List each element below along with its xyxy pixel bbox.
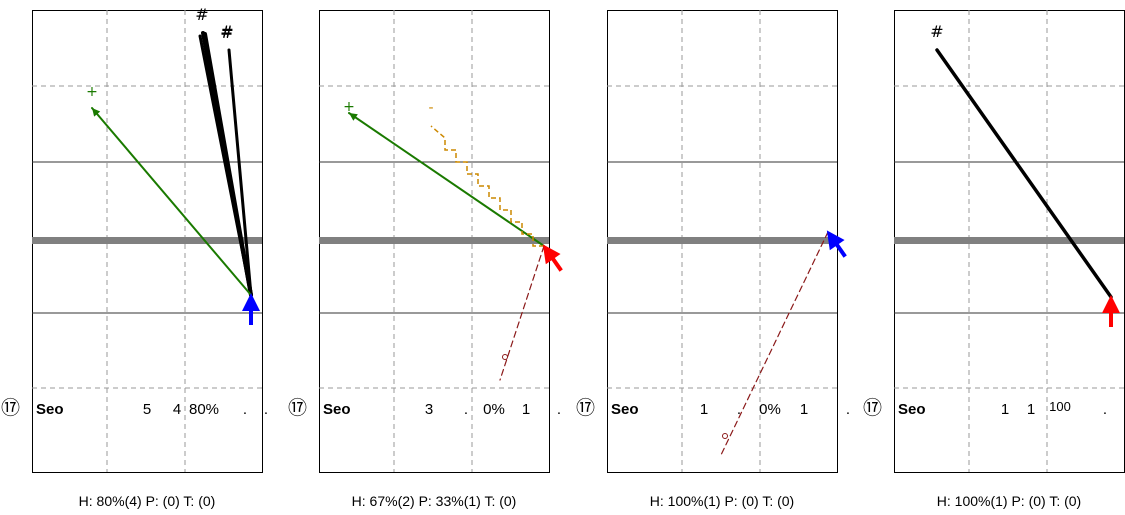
trajectory-marker: # xyxy=(220,22,233,41)
spray-panel-1: ###+⑰ Seo 5 4 80%. .H: 80%(4) P: (0) T: (0) xyxy=(1,5,268,509)
panel-summary: H: 100%(1) P: (0) T: (0) xyxy=(937,493,1081,509)
stat-value: . xyxy=(557,401,561,418)
position-arrow-head xyxy=(242,293,260,311)
stat-value: 0% xyxy=(759,401,781,418)
trajectory-marker: - xyxy=(428,100,433,116)
trajectory-arrowhead xyxy=(92,108,101,117)
reference-band xyxy=(607,237,837,244)
stat-value: . xyxy=(1103,401,1107,418)
trajectory-line-1 xyxy=(720,231,829,456)
trajectory-marker: + xyxy=(343,99,355,115)
reference-band xyxy=(319,237,549,244)
trajectory-arrowhead xyxy=(349,113,358,121)
position-arrow xyxy=(242,293,260,325)
stat-value: 1 xyxy=(522,401,530,418)
position-arrow xyxy=(826,230,847,258)
player-label: Seo xyxy=(898,401,926,418)
player-badge: ⑰ xyxy=(1,397,20,419)
position-arrow xyxy=(1102,295,1120,327)
position-arrow-head xyxy=(1102,295,1120,313)
trajectory-line-1 xyxy=(935,48,1113,299)
trajectory-marker xyxy=(722,433,728,439)
stat-value: 1 xyxy=(700,401,708,418)
trajectory-line-5 xyxy=(91,107,252,296)
stat-value: 0% xyxy=(483,401,505,418)
stat-value: . xyxy=(846,401,850,418)
position-arrow-head xyxy=(826,230,845,251)
trajectory-line-4 xyxy=(227,48,253,297)
trajectory-marker xyxy=(502,354,508,360)
position-arrow-head xyxy=(542,244,561,265)
trajectory-line-2 xyxy=(430,125,544,247)
stat-value: . xyxy=(264,401,268,418)
trajectory-marker: + xyxy=(86,84,98,100)
spray-panel-4: # ⑰ Seo 1 1 100 . H: 100%(1) P: (0) T: (0) xyxy=(863,10,1125,509)
panel-summary: H: 67%(2) P: 33%(1) T: (0) xyxy=(352,493,517,509)
stat-value: . xyxy=(243,401,247,418)
stat-value: 5 xyxy=(143,401,151,418)
trajectory-marker: # xyxy=(195,5,208,24)
stat-value: 1 xyxy=(1001,401,1009,418)
player-badge: ⑰ xyxy=(576,397,595,419)
stat-value: 100 xyxy=(1049,399,1071,414)
stat-value: 1 xyxy=(1027,401,1035,418)
trajectory-marker: # xyxy=(930,22,943,41)
stat-value: 1 xyxy=(800,401,808,418)
stat-value: . xyxy=(464,401,468,418)
player-badge: ⑰ xyxy=(863,397,882,419)
position-arrow xyxy=(542,244,563,272)
trajectory-line-3 xyxy=(499,245,545,381)
stat-value: 80% xyxy=(189,401,219,418)
stat-value: 4 xyxy=(173,401,181,418)
spray-panel-3: ⑰ Seo 1. 0% 1 . H: 100%(1) P: (0) T: (0) xyxy=(576,10,850,509)
panel-summary: H: 80%(4) P: (0) T: (0) xyxy=(79,493,216,509)
player-label: Seo xyxy=(323,401,351,418)
player-badge: ⑰ xyxy=(288,397,307,419)
stat-value: . xyxy=(737,401,741,418)
panel-summary: H: 100%(1) P: (0) T: (0) xyxy=(650,493,794,509)
player-label: Seo xyxy=(611,401,639,418)
trajectory-line-3 xyxy=(198,34,253,297)
player-label: Seo xyxy=(36,401,64,418)
stat-value: 3 xyxy=(425,401,433,418)
spray-panel-2: + - ⑰ Seo 3. 0% 1 . H: 67%(2) P: 33%(1) T: (0) xyxy=(288,10,563,509)
trajectory-line-1 xyxy=(348,112,545,247)
trajectory-marker: # xyxy=(220,23,233,42)
reference-band xyxy=(894,237,1124,244)
reference-band xyxy=(32,237,262,244)
